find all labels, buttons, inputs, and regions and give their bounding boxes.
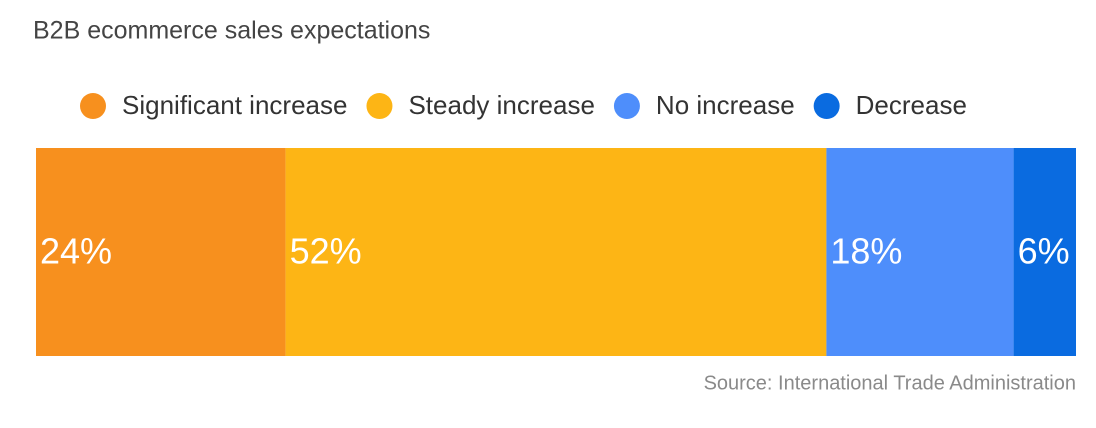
bar-segment (1013, 148, 1076, 356)
legend-label: Significant increase (122, 90, 347, 120)
legend-swatch (613, 93, 640, 119)
legend-swatch (80, 93, 106, 119)
legend-label: Decrease (856, 90, 967, 120)
bar-segment (36, 148, 286, 356)
value-label: 18% (830, 231, 902, 272)
legend-label: No increase (656, 90, 795, 120)
legend-swatch (366, 93, 393, 119)
value-label: 6% (1018, 231, 1070, 272)
source-note: Source: International Trade Administrati… (704, 372, 1076, 394)
legend-label: Steady increase (408, 90, 594, 120)
value-label: 24% (40, 231, 112, 272)
value-label: 52% (290, 231, 362, 272)
chart-title: B2B ecommerce sales expectations (33, 17, 430, 45)
bar-segment (826, 148, 1014, 356)
bar-segment (285, 148, 827, 356)
legend-swatch (813, 93, 840, 119)
